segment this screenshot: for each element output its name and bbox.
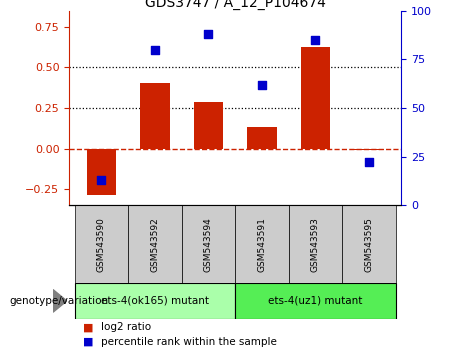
Bar: [301, 47, 330, 149]
Text: log2 ratio: log2 ratio: [101, 322, 152, 332]
Bar: [247, 127, 277, 149]
Bar: [354, 149, 384, 150]
Text: GSM543593: GSM543593: [311, 217, 320, 272]
Text: ■: ■: [83, 337, 94, 347]
Text: ■: ■: [83, 322, 94, 332]
Bar: [289, 205, 342, 283]
Text: GSM543595: GSM543595: [365, 217, 373, 272]
Bar: [235, 205, 289, 283]
Text: GSM543591: GSM543591: [257, 217, 266, 272]
Text: ets-4(uz1) mutant: ets-4(uz1) mutant: [268, 296, 363, 306]
Text: ets-4(ok165) mutant: ets-4(ok165) mutant: [101, 296, 209, 306]
Bar: [342, 205, 396, 283]
Text: GSM543592: GSM543592: [150, 217, 160, 272]
Point: [151, 47, 159, 52]
Point: [312, 37, 319, 43]
Bar: [75, 205, 128, 283]
Point: [205, 31, 212, 37]
Bar: [235, 283, 396, 319]
Text: GSM543590: GSM543590: [97, 217, 106, 272]
Title: GDS3747 / A_12_P104674: GDS3747 / A_12_P104674: [145, 0, 325, 10]
Bar: [194, 102, 223, 149]
Text: GSM543594: GSM543594: [204, 217, 213, 272]
Point: [258, 82, 266, 87]
Bar: [182, 205, 235, 283]
Text: percentile rank within the sample: percentile rank within the sample: [101, 337, 278, 347]
Point: [98, 177, 105, 183]
Text: genotype/variation: genotype/variation: [9, 296, 108, 306]
Point: [365, 160, 372, 165]
Bar: [75, 283, 235, 319]
Bar: [128, 205, 182, 283]
Bar: [87, 149, 116, 195]
Bar: [140, 83, 170, 149]
Polygon shape: [53, 290, 67, 312]
